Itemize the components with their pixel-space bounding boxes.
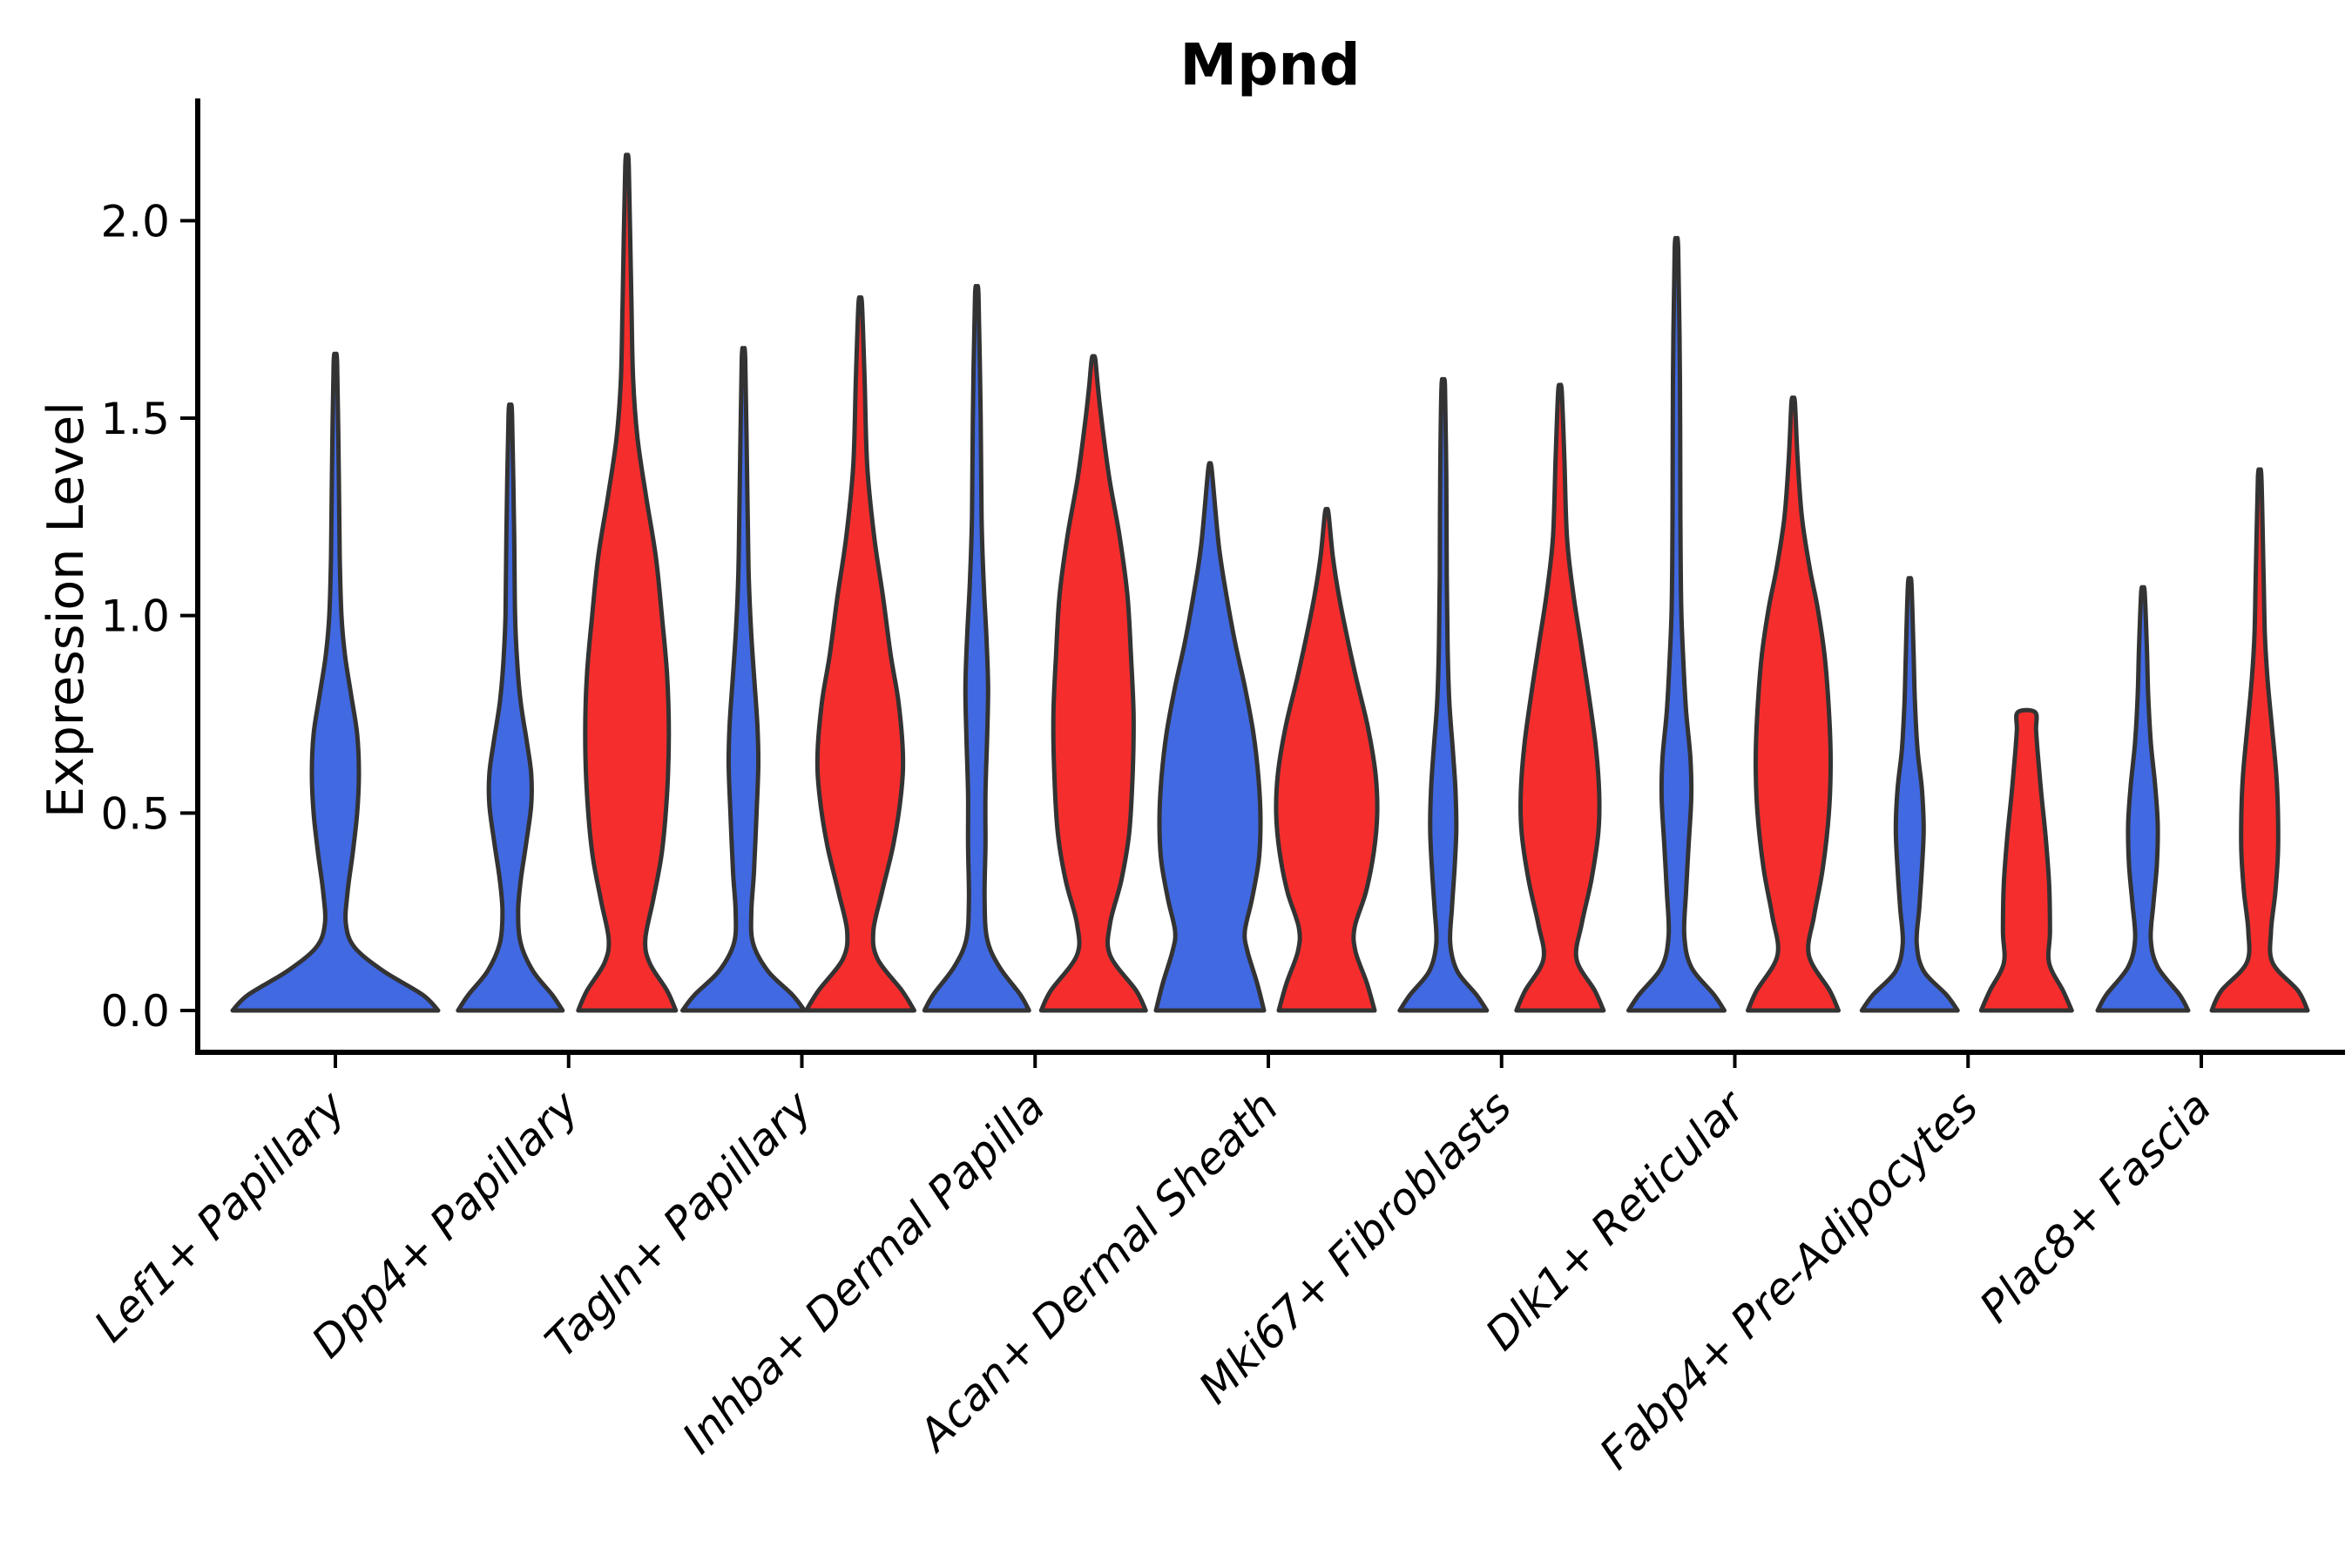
- violin-blue-fabp4-pre-adipocytes: [1859, 576, 1960, 1013]
- y-tick-label: 0.0: [100, 986, 170, 1037]
- violin-red-dlk1-reticular: [1746, 395, 1841, 1013]
- violin-blue-lef1-papillary: [230, 351, 441, 1013]
- chart-title: Mpnd: [1179, 31, 1360, 98]
- violin-red-fabp4-pre-adipocytes: [1978, 707, 2074, 1013]
- y-tick-label: 0.5: [100, 788, 170, 839]
- x-tick-label: Plac8+ Fascia: [1970, 1081, 2221, 1332]
- y-axis-label: Expression Level: [37, 402, 95, 818]
- violin-blue-plac8-fascia: [2095, 585, 2191, 1013]
- violin-red-inhba-dermal-papilla: [1038, 354, 1148, 1013]
- violin-blue-inhba-dermal-papilla: [922, 283, 1031, 1013]
- violin-red-acan-dermal-sheath: [1274, 506, 1380, 1013]
- violin-blue-mki67-fibroblasts: [1397, 376, 1490, 1013]
- violin-red-mki67-fibroblasts: [1514, 382, 1606, 1013]
- x-tick-label: Lef1+ Papillary: [84, 1080, 355, 1351]
- violin-blue-dlk1-reticular: [1626, 235, 1727, 1013]
- violin-blue-dpp4-papillary: [456, 402, 565, 1013]
- x-tick-label: Fabp4+ Pre-Adipocytes: [1590, 1081, 1988, 1479]
- violin-red-plac8-fascia: [2209, 467, 2310, 1013]
- violin-blue-tagln-papillary: [680, 346, 807, 1013]
- violin-blue-acan-dermal-sheath: [1153, 461, 1267, 1013]
- y-tick-label: 1.0: [100, 591, 170, 642]
- violin-red-tagln-papillary: [804, 294, 916, 1013]
- y-tick-label: 1.5: [100, 394, 170, 444]
- violin-red-dpp4-papillary: [576, 152, 679, 1013]
- y-tick-label: 2.0: [100, 196, 170, 247]
- violins-layer: [230, 152, 2310, 1013]
